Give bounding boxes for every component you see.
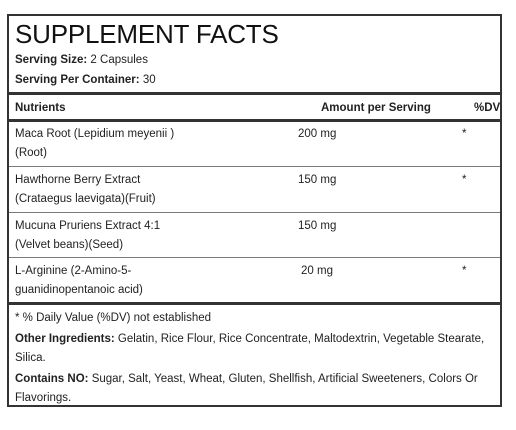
table-divider-bottom (9, 302, 500, 305)
serving-per-container: Serving Per Container: 30 (15, 73, 156, 87)
row-divider (9, 212, 500, 213)
serving-size: Serving Size: 2 Capsules (15, 53, 148, 67)
serving-per-container-label: Serving Per Container: (15, 74, 140, 86)
header-divider-top (9, 92, 500, 95)
nutrient-name-line1: Mucuna Pruriens Extract 4:1 (15, 220, 161, 232)
row-divider (9, 257, 500, 258)
other-ingredients-list: Gelatin, Rice Flour, Rice Concentrate, M… (117, 333, 485, 345)
serving-per-container-value: 30 (142, 74, 156, 86)
header-nutrients: Nutrients (15, 102, 66, 114)
serving-size-label: Serving Size: (15, 54, 88, 66)
nutrient-dv: * (462, 265, 467, 277)
nutrient-name-line2: guanidinopentanoic acid) (15, 284, 143, 296)
row-divider (9, 166, 500, 167)
nutrient-name-line2: (Root) (15, 147, 47, 159)
contains-no: Contains NO: Sugar, Salt, Yeast, Wheat, … (15, 370, 478, 389)
nutrient-name-line2: (Crataegus laevigata)(Fruit) (15, 193, 156, 205)
nutrient-amount: 150 mg (298, 174, 337, 186)
other-ingredients-label: Other Ingredients: (15, 333, 115, 345)
nutrient-name-line2: (Velvet beans)(Seed) (15, 239, 124, 251)
header-dv: %DV (474, 102, 501, 114)
nutrient-dv: * (462, 128, 467, 140)
nutrient-name-line1: Maca Root (Lepidium meyenii ) (15, 128, 175, 140)
nutrient-amount: 200 mg (298, 128, 337, 140)
nutrient-name-line1: Hawthorne Berry Extract (15, 174, 141, 186)
nutrient-amount: 20 mg (301, 265, 333, 277)
header-amount-per-serving: Amount per Serving (321, 102, 431, 114)
nutrient-name-line1: L-Arginine (2-Amino-5- (15, 265, 132, 277)
contains-no-continued: Flavorings. (15, 392, 72, 404)
other-ingredients-continued: Silica. (15, 352, 46, 364)
contains-no-label: Contains NO: (15, 373, 89, 385)
other-ingredients: Other Ingredients: Gelatin, Rice Flour, … (15, 330, 484, 349)
header-divider-bottom (9, 119, 500, 122)
serving-size-value: 2 Capsules (90, 54, 148, 66)
nutrient-amount: 150 mg (298, 220, 337, 232)
contains-no-list: Sugar, Salt, Yeast, Wheat, Gluten, Shell… (91, 373, 478, 385)
nutrient-dv: * (462, 174, 467, 186)
panel-title: SUPPLEMENT FACTS (15, 19, 279, 49)
dv-footnote: * % Daily Value (%DV) not established (15, 312, 212, 324)
supplement-facts-panel: SUPPLEMENT FACTS Serving Size: 2 Capsule… (7, 14, 502, 407)
